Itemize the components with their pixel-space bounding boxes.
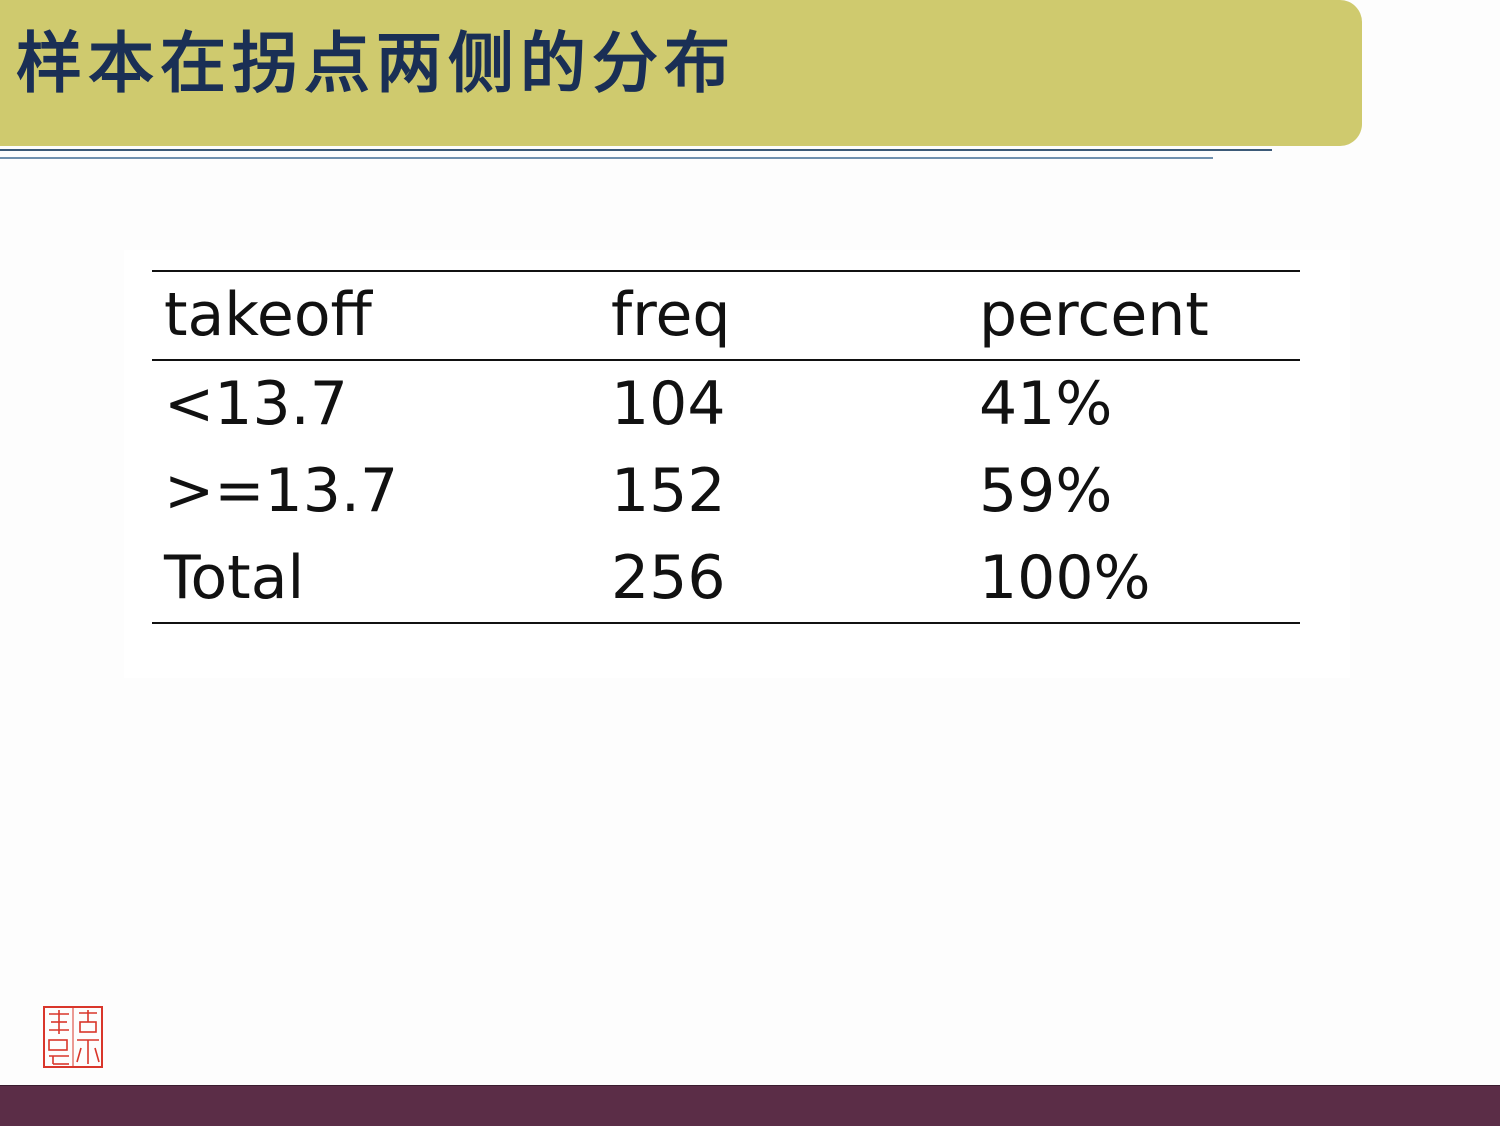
header-takeoff: takeoff [164, 280, 372, 350]
slide-title: 样本在拐点两侧的分布 [16, 24, 736, 102]
distribution-table: takeoff freq percent <13.7 104 41% >=13.… [152, 270, 1300, 624]
table-row: >=13.7 152 59% [152, 448, 1300, 535]
cell-freq: 256 [611, 543, 726, 613]
table-row: <13.7 104 41% [152, 360, 1300, 448]
cell-freq: 152 [611, 456, 726, 526]
table-header-row: takeoff freq percent [152, 271, 1300, 360]
table-row: Total 256 100% [152, 535, 1300, 623]
header-percent: percent [979, 280, 1209, 350]
cell-percent: 100% [979, 543, 1151, 613]
cell-takeoff: Total [164, 543, 305, 613]
title-bar: 样本在拐点两侧的分布 [0, 0, 1362, 146]
cell-takeoff: <13.7 [164, 369, 348, 439]
cell-percent: 41% [979, 369, 1113, 439]
cell-percent: 59% [979, 456, 1113, 526]
cell-takeoff: >=13.7 [164, 456, 399, 526]
header-freq: freq [611, 280, 731, 350]
title-underline [0, 149, 1272, 151]
seal-stamp-icon [43, 1006, 103, 1068]
cell-freq: 104 [611, 369, 726, 439]
footer-bar [0, 1085, 1500, 1126]
title-underline-secondary [0, 157, 1213, 159]
table-panel: takeoff freq percent <13.7 104 41% >=13.… [124, 250, 1350, 678]
